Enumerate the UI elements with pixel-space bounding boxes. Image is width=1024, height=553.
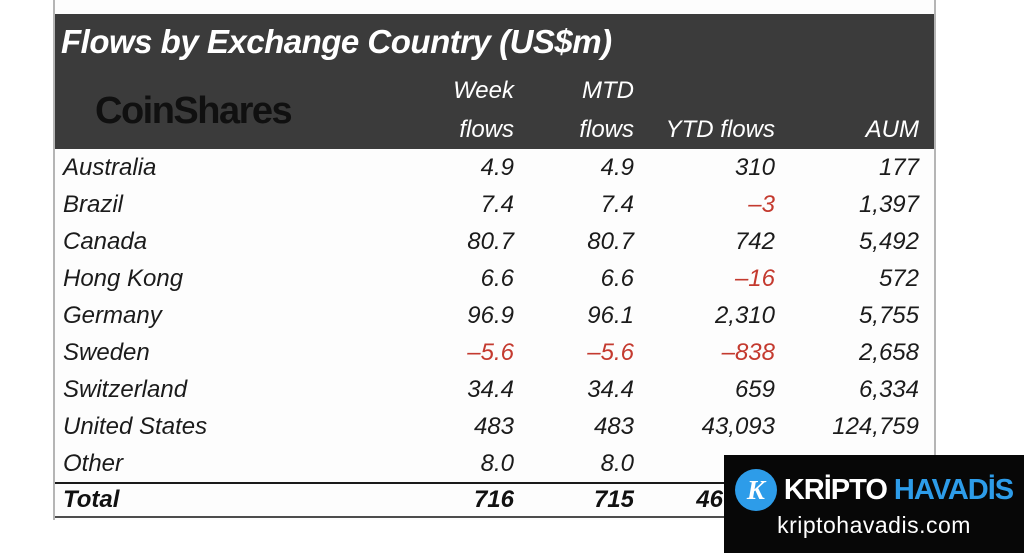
aum-col-header: AUM <box>865 115 919 143</box>
table-row: Hong Kong 6.6 6.6 –16 572 <box>55 260 934 297</box>
kriptohavadis-logo-icon: K <box>734 469 777 511</box>
week-flows-cell: 80.7 <box>467 227 514 255</box>
mtd-flows-cell: 6.6 <box>600 264 634 292</box>
country-cell: Germany <box>63 301 162 329</box>
mtd-flows-cell: 483 <box>593 412 634 440</box>
table-row: Switzerland 34.4 34.4 659 6,334 <box>55 371 934 408</box>
mtd-flows-cell: 8.0 <box>600 449 634 477</box>
ytd-flows-col-header: YTD flows <box>665 115 775 143</box>
week-flows-cell: 483 <box>473 412 514 440</box>
week-flows-cell: 34.4 <box>467 375 514 403</box>
table-row: Germany 96.9 96.1 2,310 5,755 <box>55 297 934 334</box>
total-week-flows: 716 <box>473 486 514 513</box>
mtd-flows-cell: 4.9 <box>600 153 634 181</box>
aum-cell: 572 <box>878 264 919 292</box>
total-mtd-flows: 715 <box>593 486 634 513</box>
column-header-row-1: Week MTD <box>55 71 934 110</box>
week-flows-cell: 7.4 <box>480 190 514 218</box>
country-cell: Sweden <box>63 338 150 366</box>
week-flows-cell: –5.6 <box>467 338 514 366</box>
mtd-flows-col-header-line2: flows <box>579 115 634 143</box>
mtd-flows-col-header-line1: MTD <box>582 76 634 104</box>
country-cell: Brazil <box>63 190 124 218</box>
table-row: Sweden –5.6 –5.6 –838 2,658 <box>55 334 934 371</box>
table-body: Australia 4.9 4.9 310 177 Brazil 7.4 7.4 –3 1,397… <box>55 149 934 482</box>
table-row: Brazil 7.4 7.4 –3 1,397 <box>55 186 934 223</box>
page-title: Flows by Exchange Country (US$m) <box>61 23 612 60</box>
aum-cell: 5,492 <box>858 227 919 255</box>
week-flows-cell: 96.9 <box>467 301 514 329</box>
ytd-flows-cell: –3 <box>748 190 775 218</box>
ytd-flows-cell: 742 <box>734 227 775 255</box>
aum-cell: 6,334 <box>858 375 919 403</box>
table-row: United States 483 483 43,093 124,759 <box>55 408 934 445</box>
week-flows-cell: 4.9 <box>480 153 514 181</box>
mtd-flows-cell: 7.4 <box>600 190 634 218</box>
kriptohavadis-watermark: K KRİPTO HAVADİS kriptohavadis.com <box>724 455 1024 553</box>
watermark-brand-line: K KRİPTO HAVADİS <box>734 469 1014 511</box>
column-header-row-2: flows flows YTD flows AUM <box>55 110 934 149</box>
ytd-flows-cell: 659 <box>734 375 775 403</box>
table-header-band: Flows by Exchange Country (US$m) CoinSha… <box>55 14 934 149</box>
country-cell: Hong Kong <box>63 264 184 292</box>
aum-cell: 2,658 <box>858 338 919 366</box>
mtd-flows-cell: 96.1 <box>587 301 634 329</box>
watermark-domain: kriptohavadis.com <box>777 512 971 538</box>
table-row: Australia 4.9 4.9 310 177 <box>55 149 934 186</box>
week-flows-cell: 6.6 <box>480 264 514 292</box>
country-cell: United States <box>63 412 208 440</box>
aum-cell: 124,759 <box>832 412 919 440</box>
total-ytd-flows: 46 <box>696 486 723 513</box>
ytd-flows-cell: 2,310 <box>714 301 775 329</box>
aum-cell: 177 <box>878 153 919 181</box>
coinshares-logo: CoinShares <box>95 90 293 132</box>
week-flows-col-header-line2: flows <box>459 115 514 143</box>
flows-table: Flows by Exchange Country (US$m) CoinSha… <box>53 0 936 520</box>
country-cell: Other <box>63 449 124 477</box>
ytd-flows-cell: 310 <box>734 153 775 181</box>
table-row: Other 8.0 8.0 <box>55 445 934 482</box>
mtd-flows-cell: –5.6 <box>587 338 634 366</box>
watermark-brand-blue: HAVADİS <box>893 473 1014 506</box>
week-flows-col-header-line1: Week <box>453 76 514 104</box>
column-headers: Week MTD flows flows YTD flows AUM <box>55 71 934 149</box>
table-row: Canada 80.7 80.7 742 5,492 <box>55 223 934 260</box>
country-cell: Canada <box>63 227 148 255</box>
ytd-flows-cell: –838 <box>721 338 775 366</box>
aum-cell: 5,755 <box>858 301 919 329</box>
country-cell: Australia <box>63 153 157 181</box>
watermark-brand-white: KRİPTO <box>783 473 888 506</box>
country-cell: Switzerland <box>63 375 188 403</box>
ytd-flows-cell: –16 <box>734 264 775 292</box>
ytd-flows-cell: 43,093 <box>701 412 775 440</box>
aum-cell: 1,397 <box>858 190 919 218</box>
total-label: Total <box>63 486 120 513</box>
mtd-flows-cell: 34.4 <box>587 375 634 403</box>
total-row: Total 716 715 46 <box>55 482 934 518</box>
week-flows-cell: 8.0 <box>480 449 514 477</box>
watermark-brand-name: KRİPTO HAVADİS <box>783 473 1014 507</box>
mtd-flows-cell: 80.7 <box>587 227 634 255</box>
